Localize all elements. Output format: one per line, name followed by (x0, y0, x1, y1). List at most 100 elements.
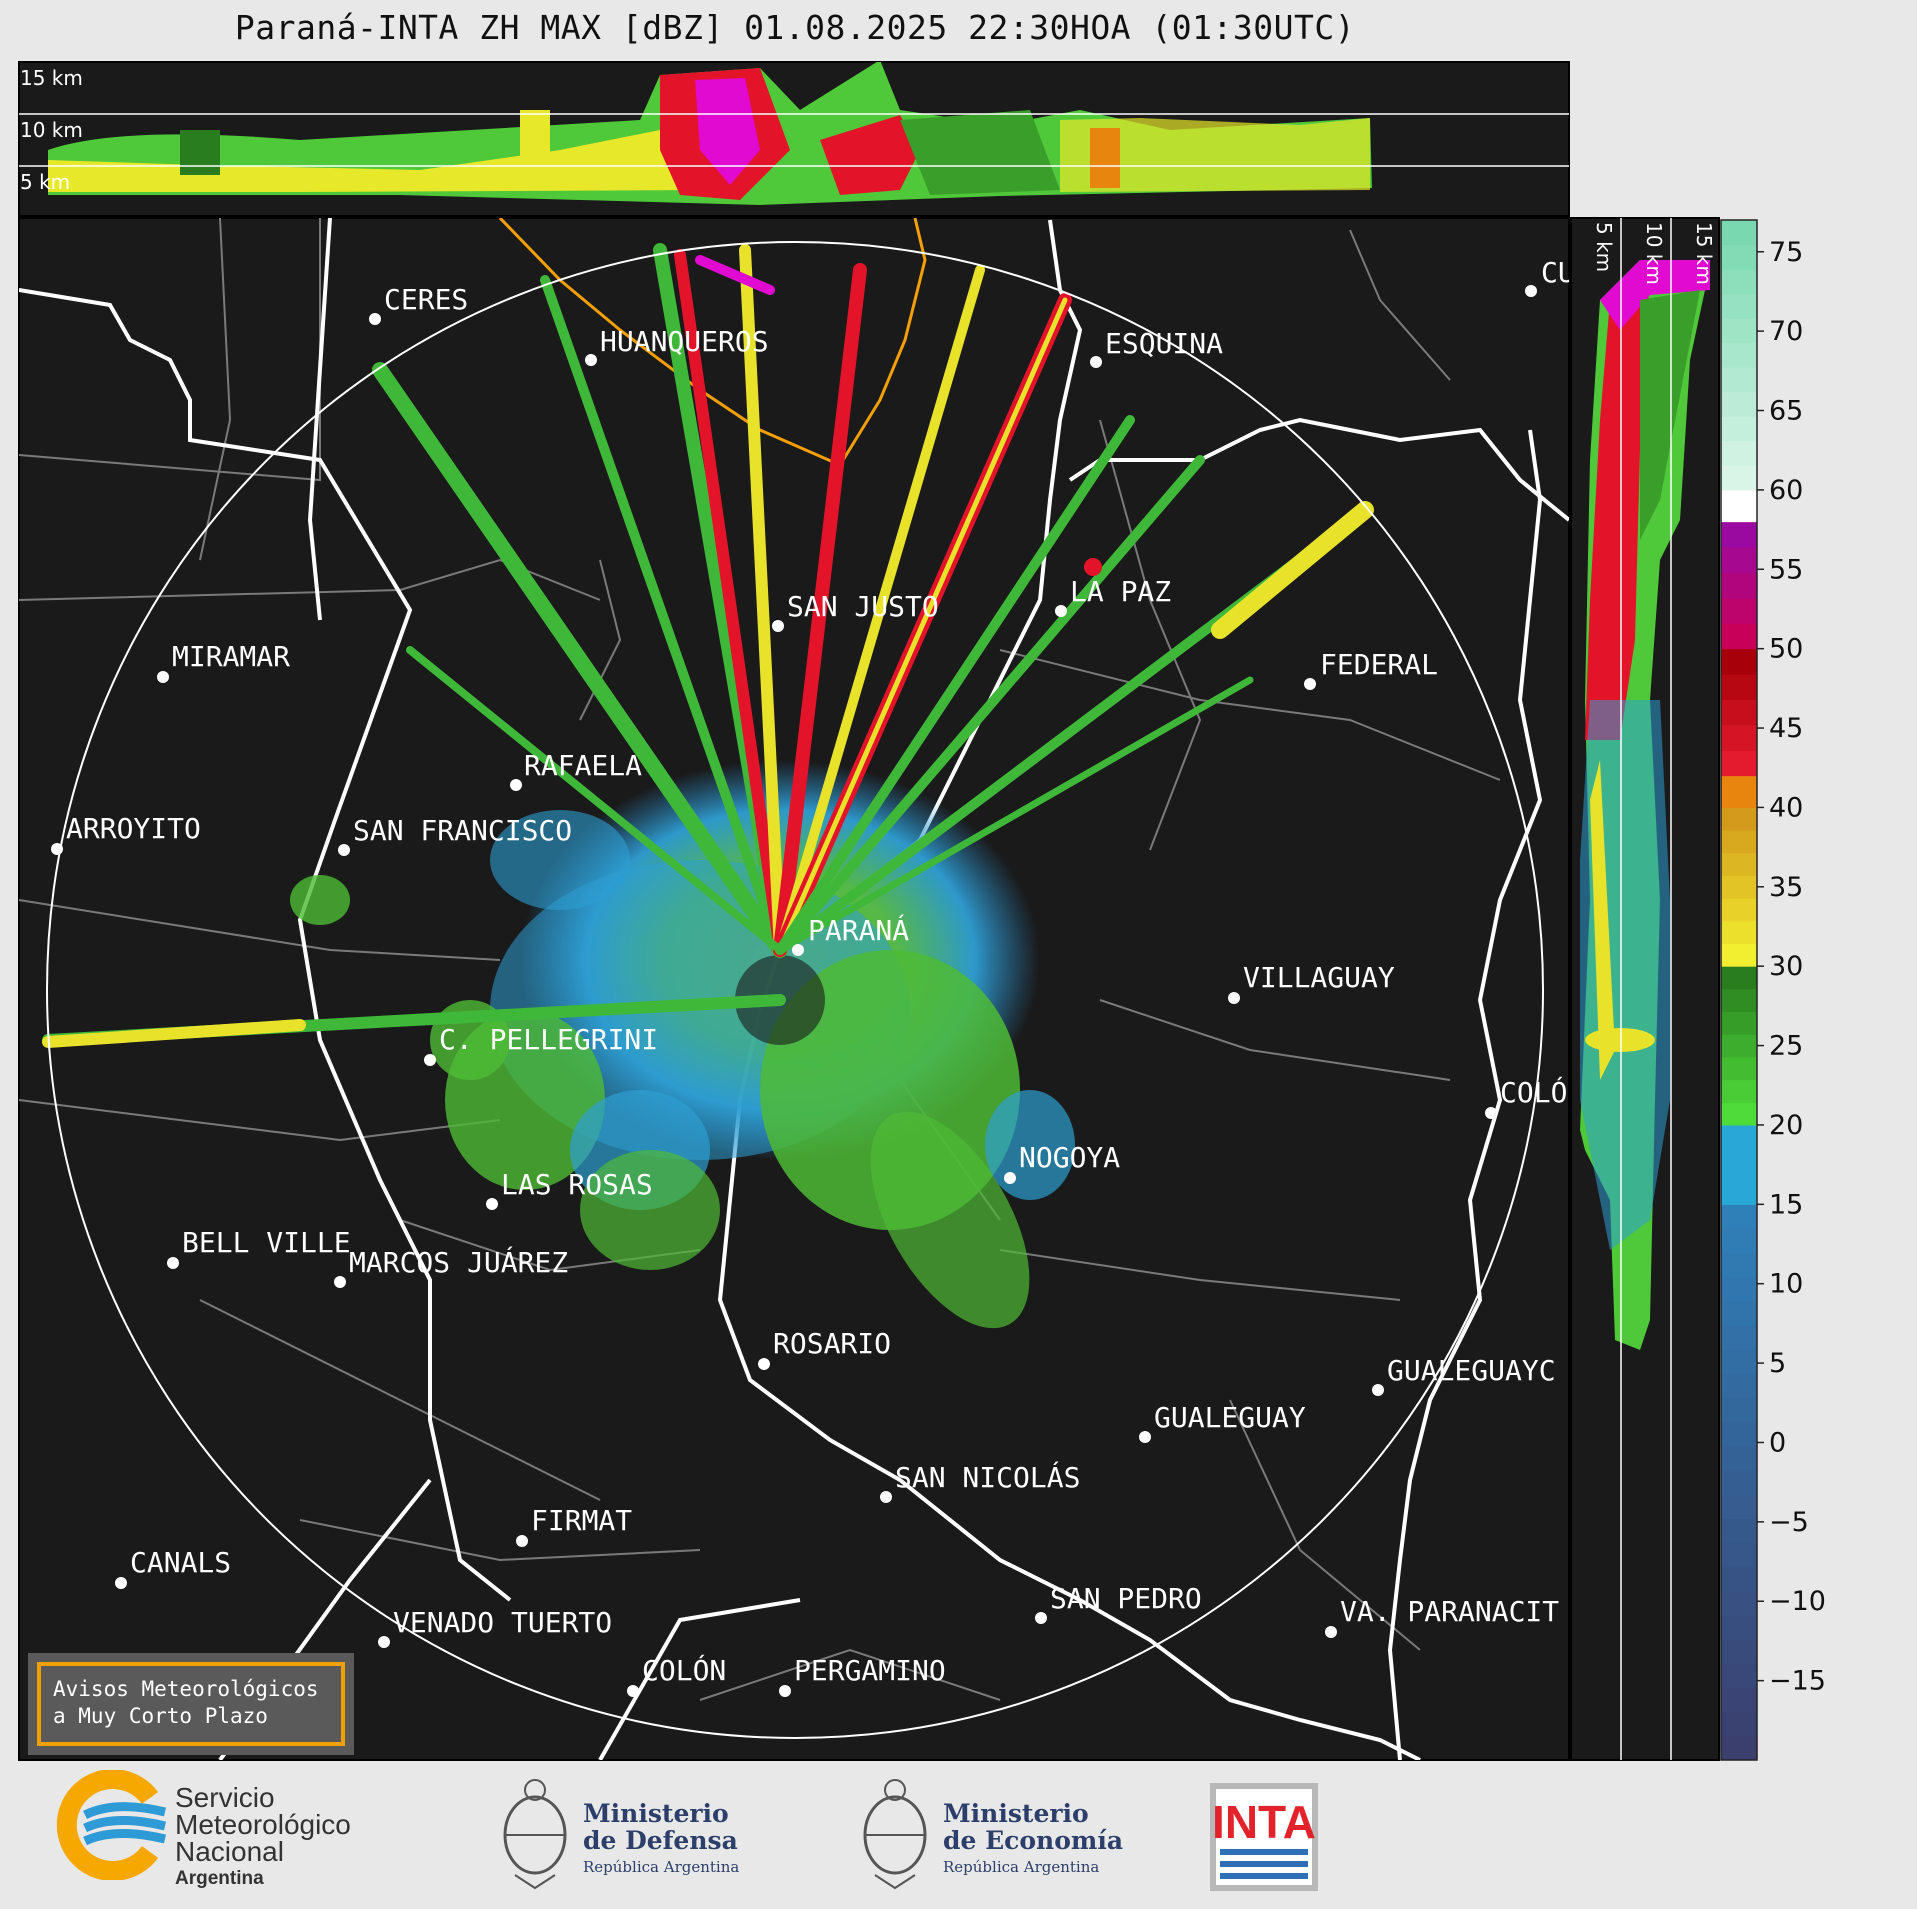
city-parana: PARANÁ (792, 913, 909, 956)
colorbar-band (1721, 1228, 1757, 1254)
colorbar-band (1721, 807, 1757, 831)
colorbar-band (1721, 1494, 1757, 1519)
colorbar-band (1721, 1590, 1757, 1616)
colorbar-tick-label: 65 (1769, 396, 1803, 427)
city-gualeguay: GUALEGUAY (1139, 1401, 1306, 1443)
colorbar-band (1721, 1300, 1757, 1326)
city-firmat: FIRMAT (516, 1504, 632, 1547)
colorbar-band (1721, 898, 1757, 922)
city-san-nicolas: SAN NICOLÁS (880, 1460, 1080, 1503)
colorbar-tick-label: 5 (1769, 1348, 1786, 1379)
top-label-15km: 15 km (20, 66, 83, 90)
top-label-5km: 5 km (20, 170, 70, 194)
coat-of-arms-icon (503, 1779, 567, 1890)
warning-polygon (498, 218, 927, 467)
colorbar-band (1721, 489, 1757, 523)
city-colon: COLÓN (627, 1653, 726, 1697)
smn-line-1: Servicio (175, 1782, 275, 1813)
city-marcos-juarez: MARCOS JUÁREZ (334, 1245, 568, 1288)
colorbar-band (1721, 966, 1757, 990)
colorbar-bands (1721, 220, 1757, 1761)
economia-line-3: República Argentina (943, 1858, 1100, 1876)
colorbar-band (1721, 416, 1757, 442)
city-va-paranacit: VA. PARANACIT (1325, 1595, 1559, 1638)
city-venado-tuerto: VENADO TUERTO (378, 1606, 612, 1648)
colorbar-band (1721, 1639, 1757, 1664)
svg-text:GUALEGUAY: GUALEGUAY (1154, 1401, 1306, 1434)
colorbar-tick-label: 55 (1769, 554, 1803, 585)
colorbar-band (1721, 1102, 1757, 1126)
city-san-francisco: SAN FRANCISCO (338, 814, 572, 856)
defensa-line-2: de Defensa (583, 1826, 738, 1855)
svg-text:VA. PARANACIT: VA. PARANACIT (1340, 1595, 1559, 1628)
colorbar-band (1721, 1470, 1757, 1495)
svg-text:PERGAMINO: PERGAMINO (794, 1654, 946, 1687)
svg-text:FEDERAL: FEDERAL (1320, 648, 1438, 681)
colorbar-band (1721, 1687, 1757, 1713)
svg-text:MIRAMAR: MIRAMAR (172, 640, 290, 673)
city-la-paz: LA PAZ (1055, 575, 1171, 617)
city-huanqueros: HUANQUEROS (585, 325, 769, 366)
defensa-logo: Ministerio de Defensa República Argentin… (495, 1770, 755, 1890)
city-san-pedro: SAN PEDRO (1035, 1582, 1202, 1624)
colorbar-tick-label: 10 (1769, 1269, 1803, 1300)
colorbar-band (1721, 1124, 1757, 1152)
city-rafaela: RAFAELA (510, 749, 642, 791)
colorbar-tick-label: 75 (1769, 237, 1803, 268)
colorbar-tick-label: −15 (1769, 1666, 1826, 1697)
colorbar-tick-label: 50 (1769, 634, 1803, 665)
colorbar-band (1721, 852, 1757, 876)
colorbar-band (1721, 943, 1757, 967)
colorbar-band (1721, 1373, 1757, 1399)
city-arroyito: ARROYITO (51, 812, 201, 855)
notice-line-2: a Muy Corto Plazo (53, 1704, 268, 1728)
city-miramar: MIRAMAR (157, 640, 290, 683)
defensa-line-3: República Argentina (583, 1858, 740, 1876)
colorbar-band (1721, 1421, 1757, 1447)
colorbar-band (1721, 1177, 1757, 1205)
coat-of-arms-icon (863, 1779, 927, 1890)
colorbar-band (1721, 1735, 1757, 1761)
colorbar-tick-label: 70 (1769, 316, 1803, 347)
svg-text:BELL VILLE: BELL VILLE (182, 1226, 351, 1259)
colorbar-band (1721, 623, 1757, 650)
city-villaguay: VILLAGUAY (1228, 961, 1395, 1004)
colorbar-band (1721, 1397, 1757, 1423)
colorbar-band (1721, 1542, 1757, 1568)
smn-line-2: Meteorológico (175, 1809, 351, 1840)
colorbar-tick-label: 20 (1769, 1110, 1803, 1141)
economia-logo: Ministerio de Economía República Argenti… (855, 1770, 1155, 1890)
economia-line-1: Ministerio (943, 1799, 1089, 1828)
colorbar-tick-label: −5 (1769, 1507, 1809, 1538)
colorbar-tick-label: 60 (1769, 475, 1803, 506)
colorbar-tick-label: 15 (1769, 1189, 1803, 1220)
side-height-panel: 5 km 10 km 15 km (1570, 217, 1720, 1761)
city-las-rosas: LAS ROSAS (486, 1168, 653, 1210)
svg-text:CERES: CERES (384, 283, 468, 316)
svg-text:SAN NICOLÁS: SAN NICOLÁS (895, 1460, 1080, 1494)
svg-text:MARCOS JUÁREZ: MARCOS JUÁREZ (349, 1245, 568, 1279)
svg-text:FIRMAT: FIRMAT (531, 1504, 632, 1537)
colorbar-band (1721, 1325, 1757, 1350)
city-gualeguayc: GUALEGUAYC (1372, 1354, 1556, 1396)
colorbar-band (1721, 830, 1757, 854)
colorbar-band (1721, 1445, 1757, 1471)
colorbar-band (1721, 391, 1757, 417)
svg-text:VENADO TUERTO: VENADO TUERTO (393, 1606, 612, 1639)
colorbar-band (1721, 367, 1757, 393)
svg-text:SAN FRANCISCO: SAN FRANCISCO (353, 814, 572, 847)
inta-logo: INTA (1210, 1783, 1318, 1891)
side-label-5km: 5 km (1592, 222, 1616, 272)
economia-line-2: de Economía (943, 1826, 1124, 1855)
svg-text:GUALEGUAYC: GUALEGUAYC (1387, 1354, 1556, 1387)
svg-text:RAFAELA: RAFAELA (524, 749, 642, 782)
smn-line-3: Nacional (175, 1836, 284, 1867)
city-layer: CERES HUANQUEROS ESQUINA CU SAN JUSTO LA… (51, 256, 1569, 1697)
top-height-panel: 15 km 10 km 5 km (18, 61, 1570, 217)
top-label-10km: 10 km (20, 118, 83, 142)
colorbar-band (1721, 750, 1757, 777)
city-ceres: CERES (369, 283, 468, 325)
colorbar-band (1721, 988, 1757, 1013)
colorbar-band (1721, 1151, 1757, 1179)
svg-text:VILLAGUAY: VILLAGUAY (1243, 961, 1395, 994)
